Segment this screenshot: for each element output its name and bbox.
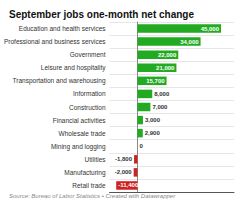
svg-text:34,000: 34,000 — [180, 39, 199, 45]
svg-text:Retail trade: Retail trade — [72, 182, 106, 189]
svg-text:3,000: 3,000 — [145, 117, 161, 123]
svg-text:Transportation and warehousing: Transportation and warehousing — [13, 77, 106, 85]
svg-text:7,000: 7,000 — [152, 104, 168, 110]
svg-text:Education and health services: Education and health services — [19, 25, 106, 32]
svg-text:September jobs one-month net c: September jobs one-month net change — [9, 9, 194, 20]
svg-text:Utilities: Utilities — [85, 156, 107, 163]
svg-text:Financial activities: Financial activities — [53, 117, 106, 124]
svg-text:Construction: Construction — [69, 104, 106, 111]
svg-text:Leisure and hospitality: Leisure and hospitality — [41, 64, 106, 72]
svg-text:2,900: 2,900 — [145, 130, 161, 136]
svg-text:-1,800: -1,800 — [115, 156, 133, 162]
svg-text:Manufacturing: Manufacturing — [64, 169, 106, 177]
svg-text:-11,400: -11,400 — [118, 182, 139, 188]
svg-text:22,000: 22,000 — [158, 52, 177, 58]
svg-text:15,700: 15,700 — [146, 78, 165, 84]
svg-text:21,000: 21,000 — [156, 65, 175, 71]
svg-text:Source: Bureau of Labor Statis: Source: Bureau of Labor Statistics • Cre… — [9, 193, 176, 199]
svg-text:Professional and business serv: Professional and business services — [4, 38, 106, 45]
svg-text:-2,000: -2,000 — [115, 169, 133, 175]
svg-text:Information: Information — [73, 90, 106, 97]
svg-text:Mining and logging: Mining and logging — [51, 143, 106, 151]
svg-text:Government: Government — [70, 51, 106, 58]
svg-text:0: 0 — [139, 143, 143, 149]
svg-text:Wholesale trade: Wholesale trade — [59, 130, 106, 137]
svg-text:45,000: 45,000 — [201, 26, 220, 32]
svg-text:8,000: 8,000 — [154, 91, 170, 97]
